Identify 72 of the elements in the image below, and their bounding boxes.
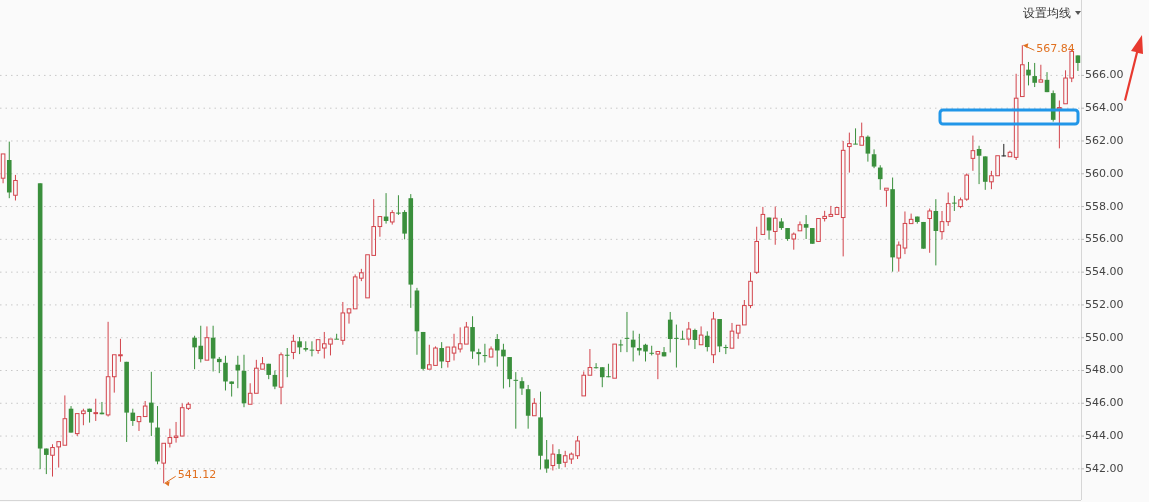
y-tick-label: 556.00	[1085, 232, 1124, 246]
candlestick	[494, 333, 500, 368]
y-tick-label: 562.00	[1085, 133, 1124, 147]
candlestick	[223, 355, 228, 391]
candlestick	[729, 322, 735, 349]
candlestick	[840, 140, 846, 257]
candlestick	[1020, 44, 1025, 98]
candlestick	[939, 210, 945, 240]
candlestick	[877, 164, 883, 191]
candlestick	[44, 448, 49, 475]
candlestick	[488, 345, 494, 358]
y-tick-label: 560.00	[1085, 166, 1124, 180]
y-tick-label: 564.00	[1085, 101, 1124, 115]
candlestick	[834, 207, 840, 215]
y-tick-label: 552.00	[1085, 297, 1124, 311]
candlestick	[908, 213, 914, 225]
candlestick	[859, 122, 865, 146]
candlestick	[149, 371, 154, 437]
y-tick-label: 554.00	[1085, 265, 1124, 279]
candlestick	[284, 347, 290, 378]
candlestick	[519, 376, 525, 396]
candlestick	[532, 397, 537, 417]
candlestick	[136, 416, 142, 432]
candlestick	[439, 341, 444, 369]
candlestick	[760, 206, 766, 235]
candlestick	[884, 187, 889, 208]
candlestick	[902, 210, 908, 255]
y-tick-label: 542.00	[1085, 461, 1124, 475]
candlestick	[445, 346, 451, 369]
candlestick	[173, 421, 179, 444]
candlestick	[346, 308, 352, 325]
candlestick	[507, 356, 512, 388]
y-tick-label: 550.00	[1085, 330, 1124, 344]
candlestick	[1038, 64, 1044, 83]
y-tick-label: 548.00	[1085, 363, 1124, 377]
y-tick-label: 558.00	[1085, 199, 1124, 213]
candlestick	[803, 214, 809, 240]
y-tick-label: 546.00	[1085, 396, 1124, 410]
candlestick	[945, 191, 951, 227]
candlestick	[1026, 61, 1031, 86]
annotation: 541.12	[177, 468, 217, 482]
candlestick	[1057, 99, 1062, 149]
candlestick	[334, 333, 339, 340]
annotation: 567.84	[1036, 42, 1075, 56]
candlestick	[501, 343, 506, 390]
candlestick	[1013, 73, 1019, 161]
candlestick	[976, 145, 982, 185]
candlestick	[655, 350, 661, 380]
candlestick	[550, 443, 556, 471]
candlestick	[797, 220, 803, 232]
candlestick	[970, 135, 976, 172]
candlestick	[612, 343, 617, 379]
candlestick	[704, 330, 710, 352]
candlestick	[853, 127, 858, 145]
candlestick	[0, 153, 6, 184]
candlestick	[871, 148, 877, 169]
candlestick	[544, 439, 549, 474]
candlestick	[698, 325, 704, 346]
candlestick	[847, 132, 852, 174]
candlestick	[952, 195, 957, 212]
y-tick-label: 566.00	[1085, 68, 1124, 82]
candlestick	[513, 371, 519, 430]
candlestick	[1075, 54, 1081, 72]
y-tick-label: 544.00	[1085, 429, 1124, 443]
annotation: 设置均线	[1023, 5, 1071, 20]
candlestick	[1032, 62, 1037, 88]
candlestick	[772, 206, 778, 246]
candlestick	[451, 333, 457, 361]
candlestick	[340, 301, 346, 346]
candlestick	[278, 351, 284, 405]
candlestick	[1001, 143, 1007, 157]
candlestick	[204, 325, 210, 361]
